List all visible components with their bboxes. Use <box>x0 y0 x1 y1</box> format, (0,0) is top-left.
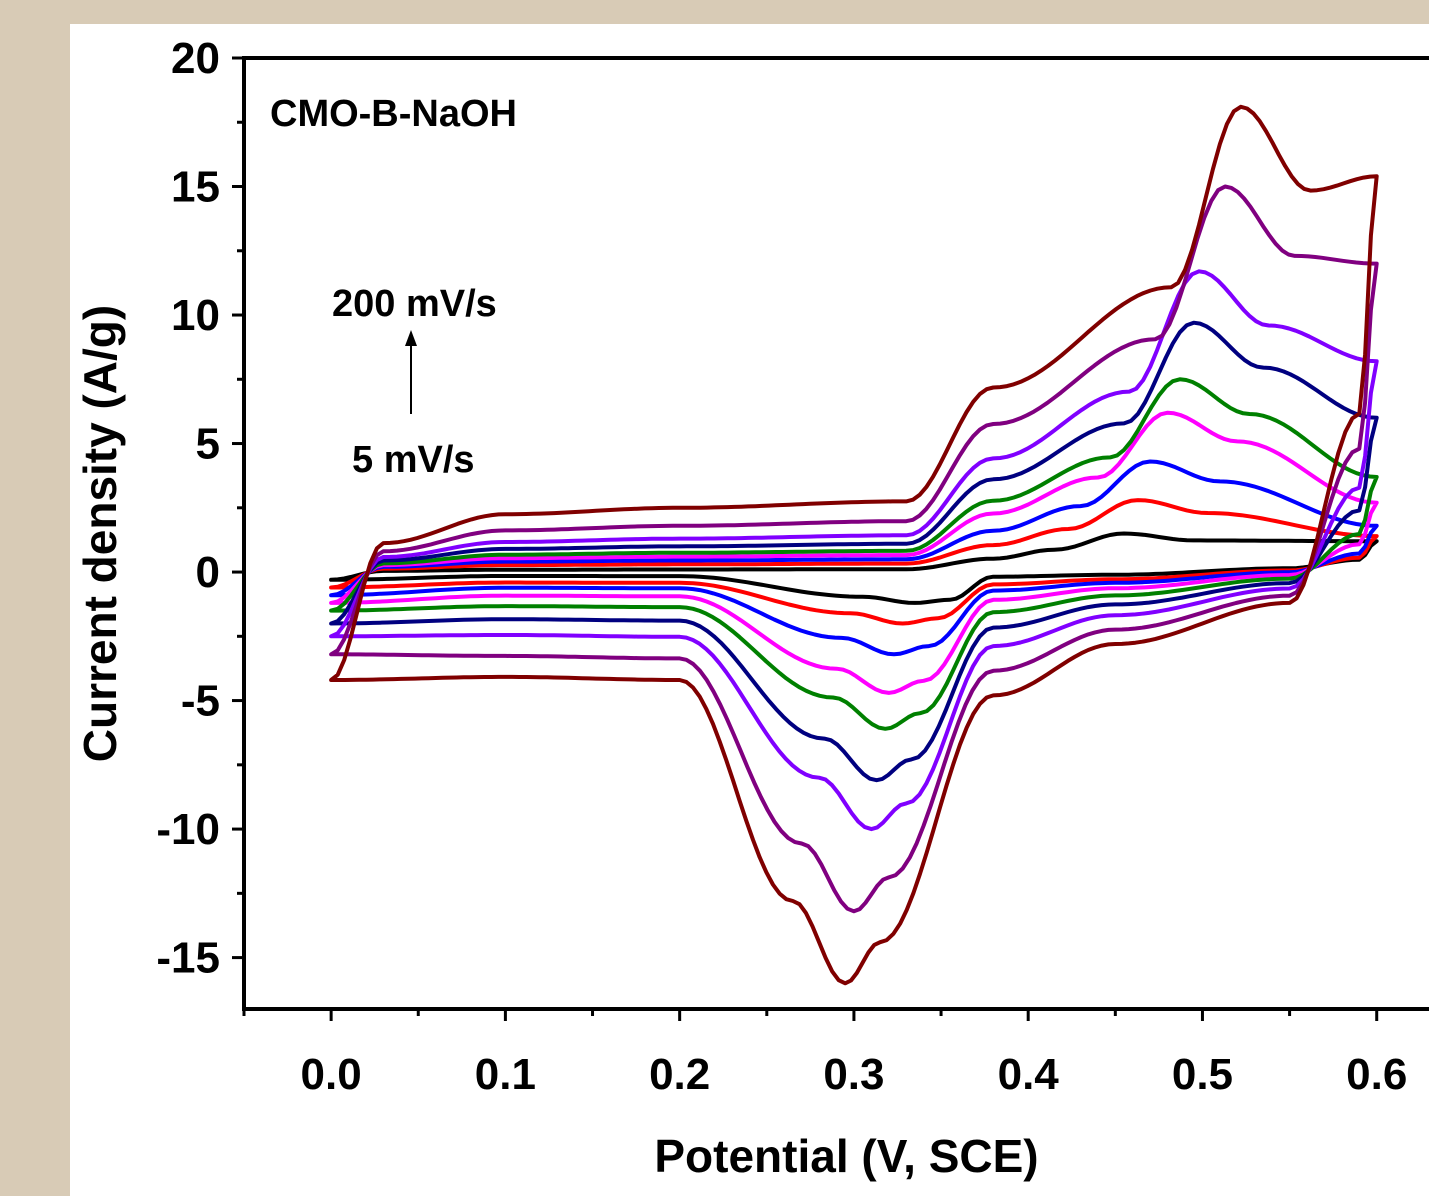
x-ticks: 0.0 0.1 0.2 0.3 0.4 0.5 0.6 <box>242 1009 1407 1099</box>
y-tick-label: -5 <box>181 677 220 726</box>
chart-panel: 0.0 0.1 0.2 0.3 0.4 0.5 0.6 -15 -10 -5 0 5 10 15 20 P… <box>70 24 1429 1196</box>
y-tick-label: -15 <box>156 934 220 983</box>
x-tick-label: 0.2 <box>649 1050 710 1099</box>
x-tick-label: 0.5 <box>1172 1050 1233 1099</box>
y-tick-label: 15 <box>171 163 220 212</box>
x-tick-label: 0.4 <box>998 1050 1060 1099</box>
x-tick-label: 0.6 <box>1346 1050 1407 1099</box>
y-tick-label: 10 <box>171 291 220 340</box>
y-tick-label: 5 <box>196 420 220 469</box>
cv-curve-7 <box>329 269 1379 832</box>
cv-curve-5 <box>329 377 1379 731</box>
plot-frame <box>242 56 1429 1011</box>
scan-rate-high-label: 200 mV/s <box>332 283 497 325</box>
scan-rate-low-label: 5 mV/s <box>352 439 475 481</box>
x-tick-label: 0.3 <box>823 1050 884 1099</box>
y-tick-label: -10 <box>156 805 220 854</box>
cv-curve-6 <box>329 320 1379 783</box>
cv-curve-8 <box>329 184 1379 914</box>
x-axis-title: Potential (V, SCE) <box>654 1130 1038 1182</box>
cv-curve-3 <box>329 459 1379 657</box>
y-axis-title: Current density (A/g) <box>74 305 126 762</box>
cv-chart: 0.0 0.1 0.2 0.3 0.4 0.5 0.6 -15 -10 -5 0 5 10 15 20 P… <box>74 34 1429 1182</box>
y-tick-label: 20 <box>171 34 220 83</box>
cv-curve-4 <box>329 410 1379 695</box>
sample-label: CMO-B-NaOH <box>270 93 517 135</box>
y-tick-label: 0 <box>196 548 220 597</box>
curves-group <box>329 104 1379 986</box>
cv-curve-9 <box>329 104 1379 986</box>
cv-curve-1 <box>329 531 1379 605</box>
x-tick-label: 0.0 <box>301 1050 362 1099</box>
scan-rate-arrowhead <box>405 330 417 346</box>
cv-curve-2 <box>329 498 1379 626</box>
x-tick-label: 0.1 <box>475 1050 536 1099</box>
y-ticks: -15 -10 -5 0 5 10 15 20 <box>156 34 244 983</box>
